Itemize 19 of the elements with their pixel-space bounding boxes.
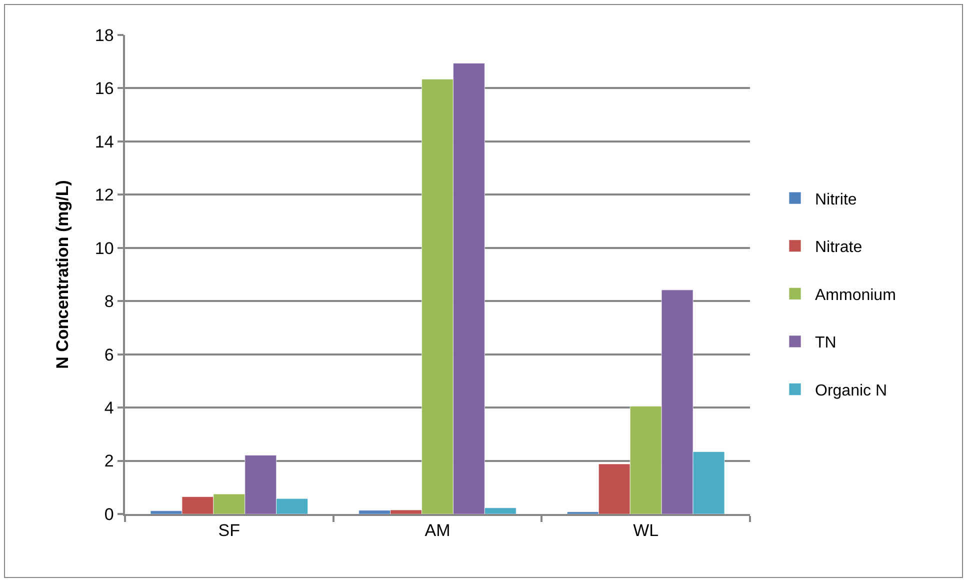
y-tick-label: 4 <box>104 398 114 418</box>
x-tick-label: WL <box>633 521 659 540</box>
y-tick-label: 18 <box>94 26 114 45</box>
y-tick-label: 6 <box>104 345 114 364</box>
y-axis-title: N Concentration (mg/L) <box>52 180 72 369</box>
y-tick-label: 10 <box>94 238 114 258</box>
y-tick-label: 0 <box>104 504 114 524</box>
y-tick-label: 16 <box>94 79 114 98</box>
y-tick-label: 14 <box>94 132 114 152</box>
y-tick-label: 8 <box>104 292 114 312</box>
legend-label: TN <box>815 334 836 352</box>
legend-label: Nitrate <box>815 239 862 256</box>
legend-label: Nitrite <box>815 191 857 208</box>
y-tick-label: 2 <box>104 452 114 471</box>
legend-label: Ammonium <box>815 286 896 304</box>
legend-label: Organic N <box>815 382 888 400</box>
x-tick-label: AM <box>424 521 450 540</box>
x-tick-label: SF <box>218 521 240 540</box>
y-tick-label: 12 <box>94 186 114 205</box>
